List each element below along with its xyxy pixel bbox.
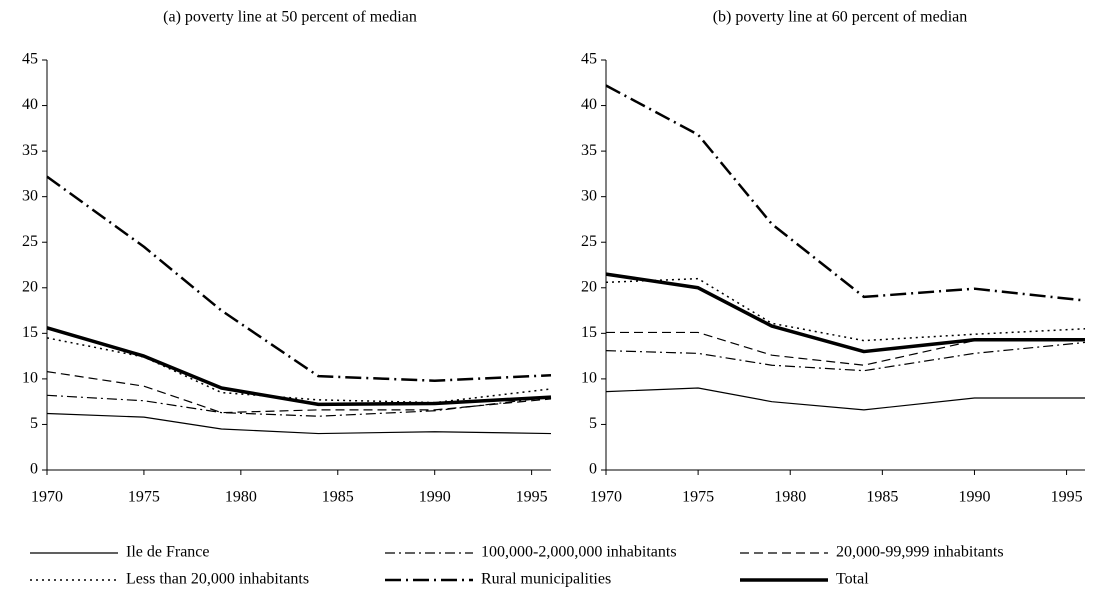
x-tick-label: 1985 (322, 489, 354, 506)
chart-title: (a) poverty line at 50 percent of median (163, 9, 417, 26)
y-tick-label: 5 (589, 415, 597, 432)
y-tick-label: 30 (22, 187, 38, 204)
x-tick-label: 1985 (866, 489, 898, 506)
legend-label: Total (836, 571, 869, 588)
y-tick-label: 25 (22, 233, 38, 250)
series-line (46, 412, 552, 435)
legend-label: Rural municipalities (481, 571, 611, 588)
x-tick-label: 1980 (225, 489, 257, 506)
x-tick-label: 1970 (590, 489, 622, 506)
legend-label: Ile de France (126, 544, 210, 561)
series-line (46, 175, 552, 382)
y-tick-label: 5 (30, 415, 38, 432)
y-tick-label: 10 (581, 370, 597, 387)
series-line (46, 326, 552, 407)
series-line (605, 272, 1085, 354)
series-line (46, 337, 552, 404)
y-tick-label: 20 (22, 278, 38, 295)
y-tick-label: 25 (581, 233, 597, 250)
y-tick-label: 20 (581, 278, 597, 295)
x-tick-label: 1990 (958, 489, 990, 506)
series-line (605, 84, 1086, 302)
x-tick-label: 1975 (128, 489, 160, 506)
y-tick-label: 30 (581, 187, 597, 204)
y-tick-label: 40 (581, 96, 597, 113)
y-tick-label: 35 (22, 142, 38, 159)
y-tick-label: 15 (22, 324, 38, 341)
y-tick-label: 40 (22, 96, 38, 113)
x-tick-label: 1990 (419, 489, 451, 506)
y-tick-label: 45 (581, 51, 597, 68)
y-tick-label: 45 (22, 51, 38, 68)
y-tick-label: 0 (589, 461, 597, 478)
y-tick-label: 35 (581, 142, 597, 159)
series-line (46, 371, 552, 414)
legend-label: 20,000-99,999 inhabitants (836, 544, 1004, 561)
y-tick-label: 15 (581, 324, 597, 341)
series-line (605, 387, 1085, 411)
legend-label: Less than 20,000 inhabitants (126, 571, 309, 588)
x-tick-label: 1975 (682, 489, 714, 506)
y-tick-label: 10 (22, 370, 38, 387)
series-line (605, 277, 1086, 342)
x-tick-label: 1970 (31, 489, 63, 506)
x-tick-label: 1995 (1051, 489, 1083, 506)
legend-label: 100,000-2,000,000 inhabitants (481, 544, 677, 561)
x-tick-label: 1995 (516, 489, 548, 506)
x-tick-label: 1980 (774, 489, 806, 506)
chart-title: (b) poverty line at 60 percent of median (713, 9, 968, 26)
y-tick-label: 0 (30, 461, 38, 478)
series-line (605, 341, 1086, 372)
